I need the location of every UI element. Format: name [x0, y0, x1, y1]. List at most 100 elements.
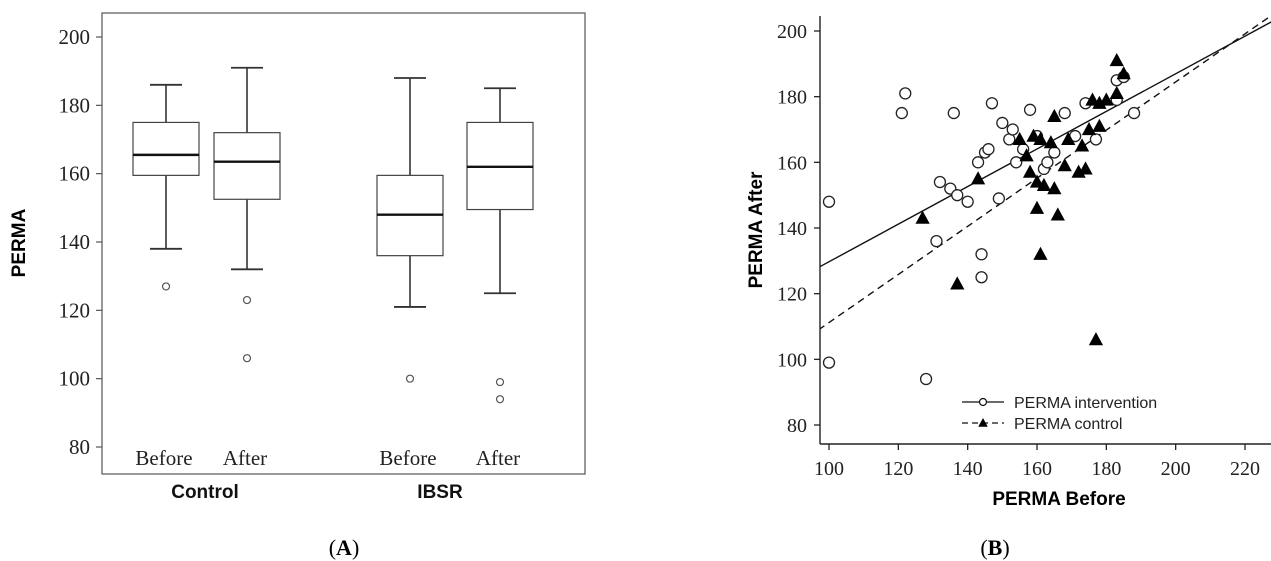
- intervention-point: [975, 271, 988, 284]
- control-point: [1033, 131, 1048, 145]
- intervention-point: [822, 195, 836, 208]
- control-point: [1047, 108, 1062, 122]
- y-tick-label: 140: [777, 218, 807, 240]
- control-point: [1071, 164, 1086, 178]
- control-point: [1081, 122, 1097, 136]
- control-point: [1109, 85, 1124, 100]
- intervention-point: [933, 175, 947, 189]
- intervention-point: [895, 106, 908, 120]
- y-tick-label: 160: [777, 152, 807, 174]
- control-point: [970, 171, 986, 185]
- box-plot-y-axis-label: PERMA: [9, 208, 30, 277]
- panel-label-b: (B): [980, 535, 1009, 560]
- box-plot-boxes: Before After Before After: [132, 66, 534, 470]
- y-tick-label: 140: [59, 230, 91, 254]
- x-tick-label: 140: [953, 458, 983, 480]
- intervention-point: [975, 248, 988, 261]
- panel-label-b-letter: B: [988, 535, 1003, 560]
- y-tick-label: 200: [777, 21, 807, 43]
- y-tick-label: 120: [777, 284, 807, 306]
- intervention-point: [1058, 106, 1071, 120]
- intervention-point: [1006, 123, 1019, 136]
- box-category-label: After: [223, 446, 267, 470]
- y-tick-label: 200: [59, 25, 91, 49]
- scatter-y-axis-label: PERMA After: [746, 171, 767, 288]
- control-point: [1033, 246, 1048, 260]
- panel-label-a: (A): [329, 535, 360, 560]
- control-point: [1074, 138, 1090, 152]
- intervention-point: [996, 116, 1009, 130]
- control-point: [1019, 148, 1034, 162]
- intervention-point: [919, 372, 933, 386]
- intervention-point: [961, 195, 974, 208]
- control-point: [1078, 161, 1093, 175]
- intervention-point: [985, 97, 999, 110]
- group-label: Control: [171, 482, 239, 503]
- control-point: [950, 276, 965, 290]
- y-tick-label: 100: [777, 349, 807, 371]
- x-tick-label: 160: [1022, 458, 1052, 480]
- intervention-point: [982, 143, 995, 156]
- outlier-point: [161, 282, 171, 291]
- control-point: [1057, 158, 1072, 172]
- group-label: IBSR: [417, 482, 463, 503]
- control-point: [1061, 131, 1076, 145]
- intervention-point: [1048, 146, 1061, 159]
- box-category-label: Before: [135, 446, 192, 470]
- box-category-label: After: [476, 446, 520, 470]
- intervention-point: [951, 189, 964, 202]
- control-point: [915, 210, 930, 224]
- intervention-point: [971, 156, 985, 169]
- control-point: [1088, 332, 1104, 346]
- control-point: [1109, 53, 1124, 67]
- intervention-point: [1127, 106, 1141, 120]
- outlier-point: [495, 395, 505, 404]
- control-point: [1092, 95, 1107, 109]
- intervention-point: [930, 234, 943, 248]
- scatter-legend: PERMA intervention PERMA control: [962, 395, 1157, 433]
- scatter-points: [822, 53, 1141, 386]
- intervention-point: [822, 356, 836, 369]
- x-tick-label: 220: [1230, 458, 1260, 480]
- control-point: [1043, 135, 1058, 149]
- control-point: [1050, 207, 1065, 221]
- intervention-point: [1023, 103, 1037, 116]
- x-tick-label: 120: [883, 458, 913, 480]
- control-point: [1047, 181, 1062, 195]
- box-plot-frame: [101, 12, 586, 475]
- outlier-point: [242, 354, 252, 363]
- outlier-point: [405, 374, 415, 383]
- box-plot-panel: 80 100 120 140 160 180 200 Before After Before Af…: [9, 12, 586, 560]
- control-point: [1036, 177, 1052, 191]
- y-tick-label: 180: [777, 87, 807, 109]
- x-tick-label: 180: [1091, 458, 1121, 480]
- intervention-point: [947, 106, 960, 120]
- intervention-point: [899, 87, 912, 100]
- y-tick-label: 160: [59, 162, 91, 186]
- outlier-point: [495, 377, 505, 387]
- scatter-x-axis-label: PERMA Before: [992, 489, 1125, 510]
- box-plot-y-ticks: 80 100 120 140 160 180 200: [59, 25, 102, 459]
- control-point: [1022, 164, 1038, 178]
- control-point: [1092, 118, 1107, 132]
- control-point: [1099, 92, 1114, 106]
- intervention-point: [992, 192, 1006, 205]
- control-point: [1116, 66, 1131, 80]
- control-point: [1029, 200, 1045, 214]
- intervention-point: [1089, 133, 1103, 146]
- y-tick-label: 100: [59, 367, 91, 391]
- panel-label-a-letter: A: [336, 535, 352, 560]
- scatter-ticks: 80 100 120 140 160 180 200 100 120 140 160 180 200 22…: [777, 21, 1260, 480]
- legend-intervention-label: PERMA intervention: [1014, 395, 1157, 412]
- legend-intervention-marker: [978, 397, 988, 407]
- y-tick-label: 80: [787, 415, 807, 437]
- x-tick-label: 100: [814, 458, 844, 480]
- box-iqr: [132, 121, 200, 176]
- scatter-panel: 80 100 120 140 160 180 200 100 120 140 160 180 200 22…: [746, 14, 1271, 560]
- box-plot-group-labels: Control IBSR: [171, 482, 463, 503]
- legend-control-marker: [978, 418, 988, 427]
- intervention-point: [1041, 156, 1054, 169]
- control-point: [1012, 131, 1027, 145]
- outlier-point: [242, 295, 252, 305]
